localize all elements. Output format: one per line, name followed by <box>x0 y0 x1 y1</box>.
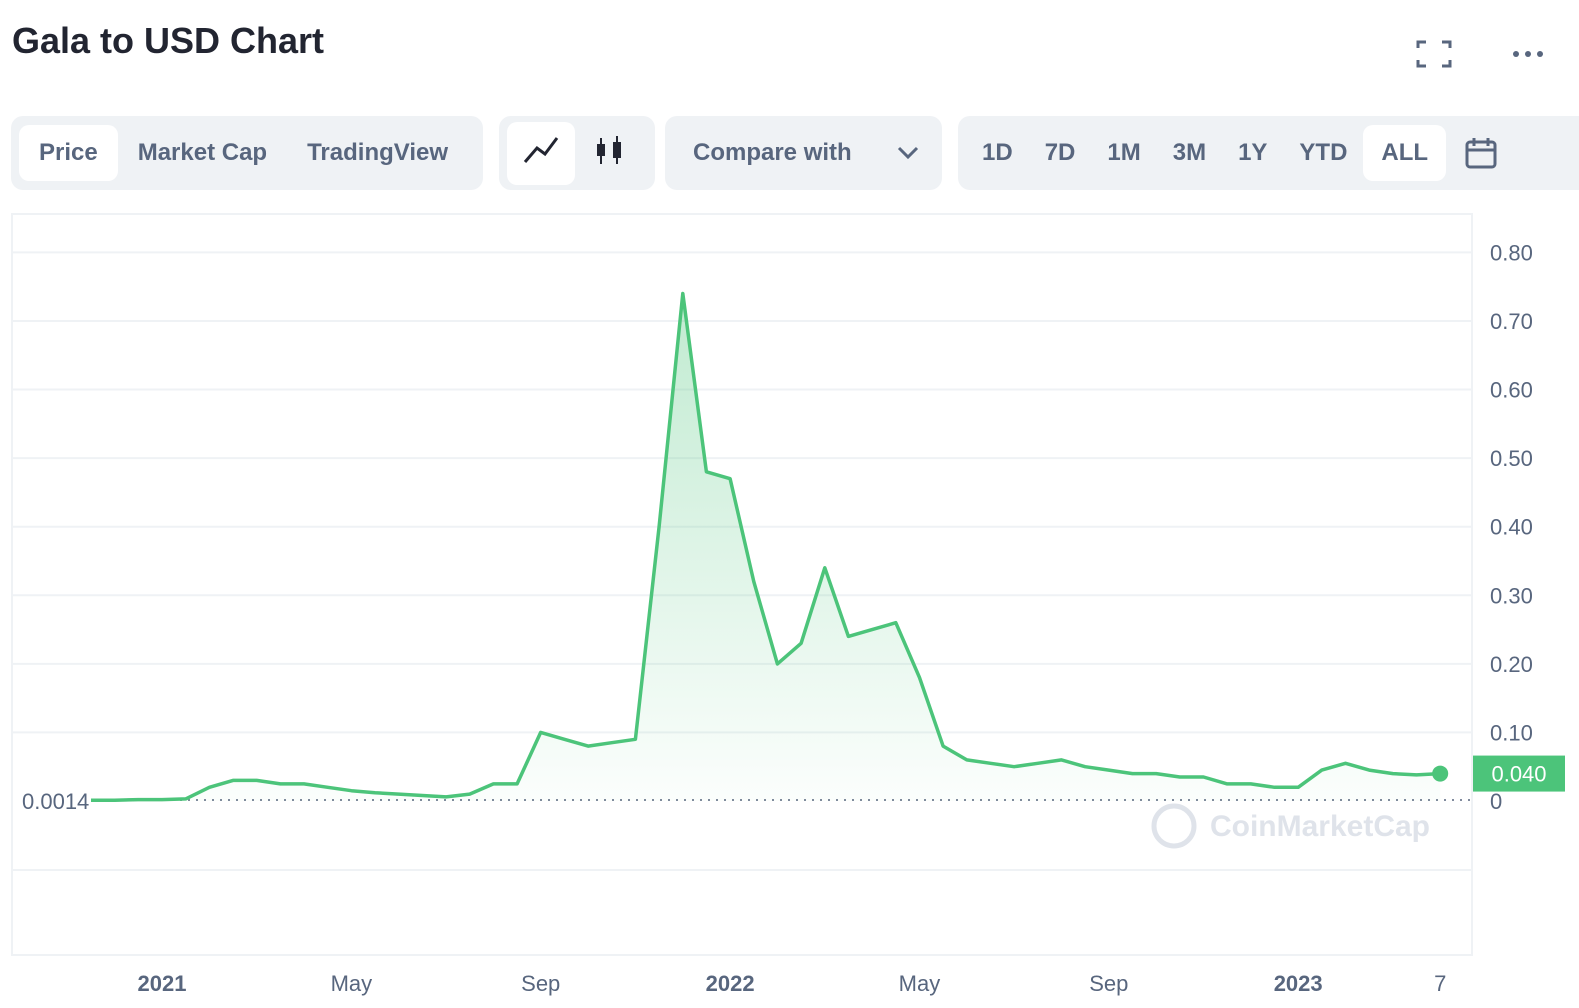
tab[interactable]: Market Cap <box>137 139 268 166</box>
x-tick-label: May <box>331 971 373 996</box>
compare-dropdown[interactable]: Compare with <box>665 116 942 190</box>
x-tick-label: 2022 <box>706 971 755 996</box>
area <box>91 293 1441 801</box>
y-tick-label: 0.50 <box>1490 446 1533 471</box>
baseline-label: 0.0014 <box>22 789 89 814</box>
chart-type-group <box>499 116 655 190</box>
watermark-logo <box>1151 803 1197 849</box>
title: Gala to USD Chart <box>12 20 325 61</box>
range[interactable]: 1Y <box>1238 139 1268 166</box>
last-point <box>1432 765 1449 782</box>
fullscreen-icon[interactable] <box>1414 38 1454 70</box>
range-group: 1D 7D 1M 3M 1Y YTD ALL <box>958 116 1579 190</box>
more-icon[interactable] <box>1510 44 1546 64</box>
price-line <box>91 291 1441 803</box>
candle-type[interactable] <box>575 122 643 185</box>
price-badge-label: 0.040 <box>1491 762 1546 787</box>
calendar-icon[interactable] <box>1464 136 1498 170</box>
y-tick-label: 0.80 <box>1490 240 1533 265</box>
range[interactable]: 1D <box>982 139 1013 166</box>
range[interactable]: 3M <box>1172 139 1207 166</box>
x-tick-label: Sep <box>521 971 560 996</box>
x-tick-label: 2023 <box>1274 971 1323 996</box>
tab-group: Price Market Cap TradingView <box>11 116 483 190</box>
x-tick-label: Sep <box>1089 971 1128 996</box>
range[interactable]: YTD <box>1299 139 1348 166</box>
compare-label: Compare with <box>693 139 852 166</box>
price-badge <box>1473 755 1565 792</box>
x-tick-label: May <box>899 971 941 996</box>
tab[interactable]: Price <box>19 125 118 181</box>
y-tick-label: 0.20 <box>1490 652 1533 677</box>
y-tick-label: 0.60 <box>1490 378 1533 403</box>
plot-frame <box>11 213 1473 956</box>
watermark: CoinMarketCap <box>1210 810 1430 843</box>
range[interactable]: ALL <box>1363 125 1447 181</box>
x-tick-label: 2021 <box>138 971 187 996</box>
line-type[interactable] <box>507 121 575 185</box>
range[interactable]: 1M <box>1107 139 1141 166</box>
tab[interactable]: TradingView <box>307 139 449 166</box>
y-tick-label: 0.40 <box>1490 515 1533 540</box>
y-tick-label: 0.10 <box>1490 720 1533 745</box>
y-tick-label: 0 <box>1490 789 1502 814</box>
range[interactable]: 7D <box>1044 139 1076 166</box>
y-tick-label: 0.70 <box>1490 309 1533 334</box>
y-tick-label: 0.30 <box>1490 583 1533 608</box>
x-tick-label: 7 <box>1434 971 1446 996</box>
